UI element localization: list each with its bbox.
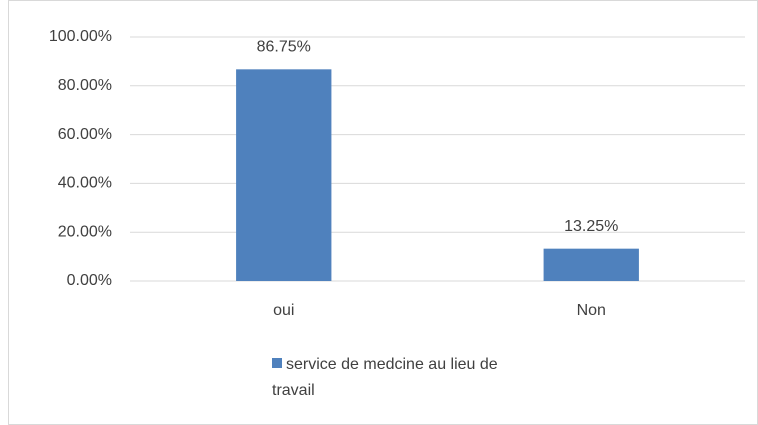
y-tick-label: 20.00% [58, 223, 112, 240]
bar [236, 69, 332, 281]
y-tick-label: 0.00% [67, 272, 112, 289]
legend: service de medcine au lieu de travail [272, 352, 522, 404]
legend-label: service de medcine au lieu de travail [272, 356, 498, 399]
y-tick-label: 60.00% [58, 126, 112, 143]
data-label: 13.25% [564, 218, 618, 235]
data-label: 86.75% [257, 39, 311, 56]
y-tick-label: 40.00% [58, 175, 112, 192]
bar [543, 248, 639, 281]
x-tick-label: Non [577, 302, 606, 319]
legend-key [272, 358, 282, 368]
y-tick-label: 80.00% [58, 77, 112, 94]
y-tick-label: 100.00% [49, 28, 112, 45]
x-tick-label: oui [273, 302, 294, 319]
